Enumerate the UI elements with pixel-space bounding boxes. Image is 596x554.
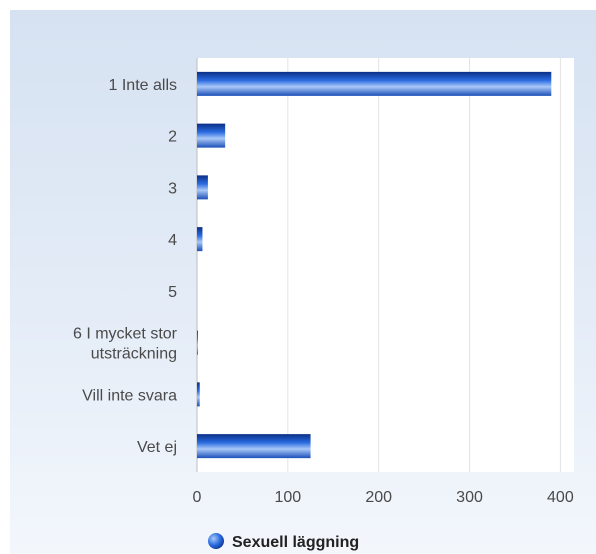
category-label: 3 xyxy=(168,180,177,197)
bar[interactable] xyxy=(197,330,198,355)
x-tick-label: 400 xyxy=(547,489,574,506)
category-label: 2 xyxy=(168,129,177,146)
plot-area xyxy=(197,58,574,472)
x-tick-label: 300 xyxy=(456,489,483,506)
bar[interactable] xyxy=(197,382,200,407)
bars xyxy=(197,71,552,459)
bar[interactable] xyxy=(197,71,552,96)
category-label: 1 Inte alls xyxy=(109,77,177,94)
bar[interactable] xyxy=(197,123,226,148)
category-label: 5 xyxy=(168,284,177,301)
category-label: Vet ej xyxy=(137,439,177,456)
x-tick-labels: 0 100 200 300 400 xyxy=(193,489,574,506)
legend-marker-icon xyxy=(208,533,224,549)
category-labels: 1 Inte alls 2 3 4 5 6 I mycket stor utsträckni… xyxy=(73,77,178,456)
category-label: 4 xyxy=(168,232,177,249)
x-tick-label: 200 xyxy=(365,489,392,506)
legend[interactable]: Sexuell läggning xyxy=(208,533,359,551)
legend-label: Sexuell läggning xyxy=(232,534,359,551)
bar[interactable] xyxy=(197,434,311,459)
category-label: Vill inte svara xyxy=(82,387,177,404)
bar[interactable] xyxy=(197,175,208,200)
x-tick-label: 0 xyxy=(193,489,202,506)
category-label: 6 I mycket stor utsträckning xyxy=(73,326,178,363)
x-tick-label: 100 xyxy=(274,489,301,506)
bar[interactable] xyxy=(197,227,203,252)
